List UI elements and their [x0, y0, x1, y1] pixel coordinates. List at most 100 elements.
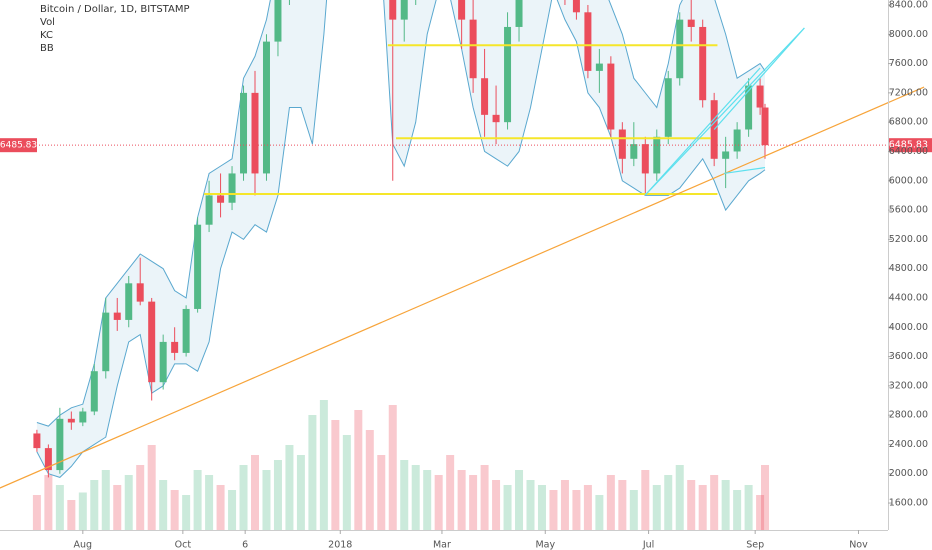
volume-bar — [537, 485, 546, 530]
volume-bar — [296, 455, 305, 530]
volume-bar — [480, 465, 489, 530]
candle-body — [159, 341, 167, 383]
volume-bar — [285, 445, 294, 530]
volume-bar — [90, 480, 99, 530]
candle-body — [33, 433, 41, 449]
candle-body — [67, 418, 75, 423]
volume-bar — [113, 485, 122, 530]
drawing-line — [723, 166, 766, 175]
candle-body — [618, 129, 626, 159]
volume-bar — [124, 475, 133, 530]
x-tick-label: 2018 — [328, 540, 352, 550]
candle-body — [389, 0, 397, 20]
candle-body — [653, 136, 661, 174]
candle-body — [171, 341, 179, 353]
legend-item: BB — [40, 43, 54, 54]
volume-bar — [549, 490, 558, 530]
volume-bar — [354, 410, 363, 530]
drawing-line — [713, 27, 805, 130]
volume-bar — [147, 445, 156, 530]
volume-bar — [503, 485, 512, 530]
y-tick-label: 1600.00 — [889, 498, 928, 509]
volume-bar — [239, 465, 248, 530]
drawing-line — [644, 27, 805, 196]
candle-body — [469, 19, 477, 79]
volume-bar — [606, 475, 615, 530]
volume-bar — [733, 490, 742, 530]
volume-bar — [251, 455, 260, 530]
volume-bar — [388, 405, 397, 530]
candle-body — [113, 312, 121, 320]
volume-bar — [721, 480, 730, 530]
legend-item: Vol — [40, 17, 55, 28]
band-lower — [36, 0, 766, 478]
y-tick-label: 4400.00 — [889, 292, 928, 303]
x-tick-label: Mar — [433, 540, 451, 550]
candle-body — [515, 0, 523, 27]
candle-body — [194, 224, 202, 309]
y-tick-label: 3600.00 — [889, 351, 928, 362]
candle-body — [676, 19, 684, 79]
candle-body — [228, 173, 236, 203]
volume-bar — [182, 495, 191, 530]
plot-area — [32, 0, 770, 530]
candle-body — [102, 312, 110, 372]
volume-bar — [434, 475, 443, 530]
candle-body — [756, 85, 764, 108]
volume-bar — [44, 475, 53, 530]
volume-bar — [446, 455, 455, 530]
x-tick-label: Jul — [642, 540, 654, 550]
candle-body — [481, 78, 489, 115]
candle-body — [262, 41, 270, 174]
candle-body — [274, 0, 282, 42]
volume-bar — [675, 465, 684, 530]
volume-bar — [159, 480, 168, 530]
drawing-line — [0, 86, 925, 489]
volume-bar — [761, 465, 770, 530]
candle-body — [205, 195, 213, 225]
volume-bar — [629, 490, 638, 530]
candle-body — [722, 151, 730, 159]
volume-bar — [55, 485, 64, 530]
volume-bar — [319, 400, 328, 530]
candle-body — [687, 19, 695, 27]
volume-bar — [216, 485, 225, 530]
volume-bar — [492, 480, 501, 530]
band-area — [36, 0, 766, 478]
x-tick-label: May — [535, 540, 555, 550]
candle-body — [79, 411, 87, 423]
volume-bar — [595, 495, 604, 530]
y-tick-label: 8000.00 — [889, 29, 928, 40]
candle-body — [44, 448, 52, 471]
volume-bar — [526, 480, 535, 530]
candle-body — [745, 85, 753, 130]
candle-body — [125, 283, 133, 320]
candle-body — [607, 63, 615, 130]
candle-body — [56, 418, 64, 471]
y-tick-label: 8400.00 — [889, 0, 928, 10]
band-upper — [36, 0, 766, 427]
volume-bar — [400, 460, 409, 530]
volume-bar — [687, 480, 696, 530]
candle-body — [400, 0, 408, 20]
drawing-line — [644, 67, 761, 196]
y-tick-label: 2400.00 — [889, 439, 928, 450]
candle-body — [458, 0, 466, 20]
volume-bar — [560, 480, 569, 530]
last-price-label: 6485.83 — [889, 140, 928, 151]
y-tick-label: 4000.00 — [889, 322, 928, 333]
candle-body — [504, 26, 512, 123]
volume-bar — [308, 415, 317, 530]
candle-body — [595, 63, 603, 71]
volume-bar — [377, 455, 386, 530]
overlay: 6485.83 6485.83 — [0, 27, 932, 489]
volume-bar — [101, 470, 110, 530]
candle-body — [90, 371, 98, 412]
candle-body — [572, 0, 580, 13]
candle-body — [240, 92, 248, 174]
volume-bar — [710, 475, 719, 530]
y-tick-label: 6000.00 — [889, 175, 928, 186]
volume-bar — [365, 430, 374, 530]
last-price-box — [0, 138, 37, 153]
y-tick-label: 7600.00 — [889, 58, 928, 69]
